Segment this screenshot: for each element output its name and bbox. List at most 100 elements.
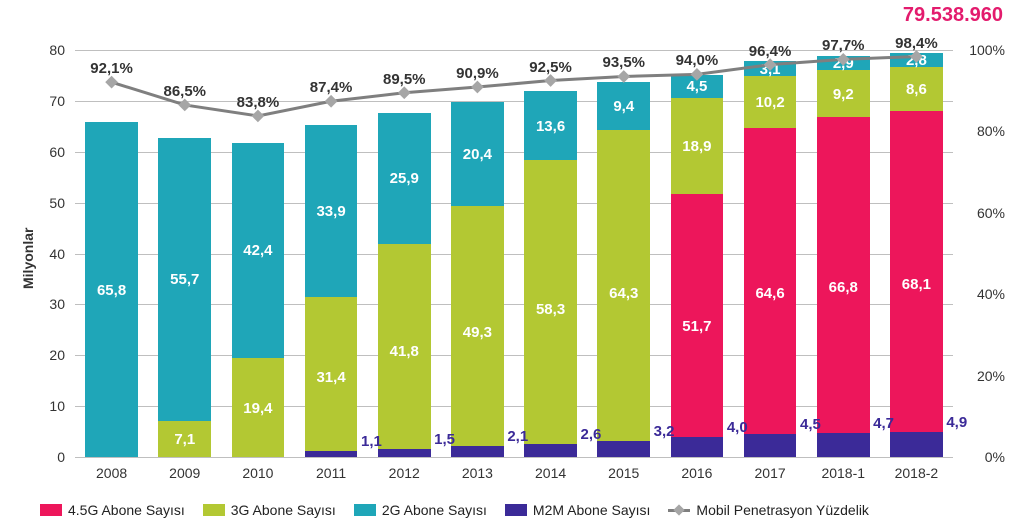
penetration-value-label: 89,5%	[383, 71, 426, 88]
penetration-value-label: 92,1%	[90, 60, 133, 77]
bar-segment-g2	[158, 138, 211, 421]
legend-label-m2m: M2M Abone Sayısı	[533, 502, 651, 518]
swatch-2g	[354, 504, 376, 516]
x-category-label: 2018-2	[895, 465, 939, 481]
ytick-left: 60	[35, 144, 65, 160]
bar-value-m2m: 1,5	[434, 431, 455, 448]
bar-segment-g2	[232, 143, 285, 359]
bar-segment-g2	[890, 53, 943, 67]
bar-segment-g3	[524, 160, 577, 457]
bar-segment-m2m	[817, 433, 870, 457]
bar-segment-g2	[597, 82, 650, 130]
x-category-label: 2013	[462, 465, 493, 481]
bar-group: 7,155,7	[158, 50, 211, 457]
y-axis-left-label: Milyonlar	[20, 227, 36, 288]
bar-segment-g2	[671, 75, 724, 98]
bar-segment-g3	[671, 98, 724, 194]
bar-segment-g2	[305, 125, 358, 297]
bar-segment-g3	[232, 358, 285, 457]
bar-value-m2m: 1,1	[361, 433, 382, 450]
bar-segment-m2m	[305, 451, 358, 457]
bar-group: 19,442,4	[232, 50, 285, 457]
ytick-left: 80	[35, 42, 65, 58]
bar-group: 58,313,6	[524, 50, 577, 457]
bar-segment-g2	[451, 102, 504, 206]
legend-label-pen: Mobil Penetrasyon Yüzdelik	[696, 502, 869, 518]
penetration-value-label: 96,4%	[749, 43, 792, 60]
penetration-value-label: 93,5%	[602, 54, 645, 71]
bar-group: 41,825,9	[378, 50, 431, 457]
bar-segment-g45	[744, 128, 797, 457]
bar-segment-g3	[744, 76, 797, 128]
bar-group: 64,610,23,1	[744, 50, 797, 457]
x-category-label: 2008	[96, 465, 127, 481]
ytick-left: 30	[35, 296, 65, 312]
bar-value-m2m: 3,2	[654, 423, 675, 440]
penetration-value-label: 83,8%	[237, 94, 280, 111]
bar-segment-g3	[378, 244, 431, 457]
bar-group: 64,39,4	[597, 50, 650, 457]
x-category-label: 2018-1	[821, 465, 865, 481]
penetration-value-label: 90,9%	[456, 65, 499, 82]
penetration-value-label: 92,5%	[529, 59, 572, 76]
penetration-value-label: 94,0%	[676, 52, 719, 69]
bar-segment-g3	[817, 70, 870, 117]
swatch-45g	[40, 504, 62, 516]
x-category-label: 2011	[316, 465, 346, 481]
bar-value-m2m: 4,7	[873, 415, 894, 432]
bar-segment-m2m	[378, 449, 431, 457]
legend-item-pen: Mobil Penetrasyon Yüzdelik	[668, 502, 869, 518]
x-category-label: 2009	[169, 465, 200, 481]
x-category-label: 2012	[389, 465, 420, 481]
bar-segment-g3	[890, 67, 943, 111]
legend-item-2g: 2G Abone Sayısı	[354, 502, 487, 518]
bar-group: 49,320,4	[451, 50, 504, 457]
ytick-left: 20	[35, 347, 65, 363]
penetration-value-label: 97,7%	[822, 37, 865, 54]
penetration-value-label: 87,4%	[310, 79, 353, 96]
legend-item-m2m: M2M Abone Sayısı	[505, 502, 651, 518]
bar-segment-g2	[524, 91, 577, 160]
chart-total-number: 79.538.960	[903, 4, 1003, 27]
bar-segment-g45	[817, 117, 870, 457]
bar-segment-m2m	[597, 441, 650, 457]
legend-label-2g: 2G Abone Sayısı	[382, 502, 487, 518]
bar-value-m2m: 4,5	[800, 416, 821, 433]
swatch-m2m	[505, 504, 527, 516]
ytick-right: 0%	[960, 449, 1005, 465]
ytick-right: 40%	[960, 286, 1005, 302]
bar-value-m2m: 2,6	[580, 426, 601, 443]
ytick-left: 40	[35, 246, 65, 262]
ytick-right: 100%	[960, 42, 1005, 58]
ytick-left: 50	[35, 195, 65, 211]
bar-segment-g3	[305, 297, 358, 457]
penetration-value-label: 98,4%	[895, 35, 938, 52]
swatch-pen	[668, 509, 690, 512]
x-category-label: 2017	[755, 465, 786, 481]
legend-label-45g: 4.5G Abone Sayısı	[68, 502, 185, 518]
legend-item-45g: 4.5G Abone Sayısı	[40, 502, 185, 518]
legend-label-3g: 3G Abone Sayısı	[231, 502, 336, 518]
bar-segment-g2	[85, 122, 138, 457]
legend-item-3g: 3G Abone Sayısı	[203, 502, 336, 518]
ytick-left: 0	[35, 449, 65, 465]
ytick-right: 20%	[960, 368, 1005, 384]
bar-segment-g45	[671, 194, 724, 457]
bar-segment-g2	[744, 61, 797, 77]
bar-value-m2m: 2,1	[507, 428, 528, 445]
bar-value-m2m: 4,0	[727, 419, 748, 436]
bar-segment-m2m	[451, 446, 504, 457]
bar-group: 68,18,62,8	[890, 50, 943, 457]
bar-segment-m2m	[890, 432, 943, 457]
bar-segment-g2	[378, 113, 431, 245]
x-category-label: 2016	[681, 465, 712, 481]
bar-group: 66,89,22,9	[817, 50, 870, 457]
ytick-left: 70	[35, 93, 65, 109]
bar-value-m2m: 4,9	[946, 414, 967, 431]
penetration-value-label: 86,5%	[163, 83, 206, 100]
bar-group: 31,433,9	[305, 50, 358, 457]
legend: 4.5G Abone Sayısı 3G Abone Sayısı 2G Abo…	[40, 502, 1003, 518]
bar-group: 65,8	[85, 50, 138, 457]
bar-segment-g2	[817, 56, 870, 71]
ytick-left: 10	[35, 398, 65, 414]
